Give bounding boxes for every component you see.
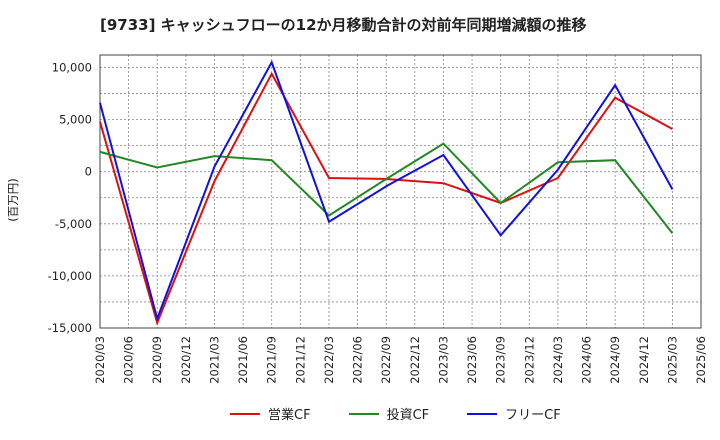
axis-layer	[99, 54, 702, 329]
y-tick-label: -15,000	[48, 321, 92, 335]
legend-label-free-cf: フリーCF	[505, 408, 561, 423]
y-tick-label: -10,000	[48, 269, 92, 283]
tick-layer: 2020/03 2020/06 2020/09 2020/12 2021/03 2021/…	[48, 61, 708, 384]
legend-label-investing-cf: 投資CF	[386, 408, 430, 423]
x-tick-label: 2022/06	[351, 336, 365, 384]
legend-swatch-operating-cf	[230, 412, 260, 415]
x-tick-label: 2020/03	[93, 336, 107, 384]
x-tick-label: 2024/09	[608, 336, 622, 384]
x-tick-label: 2023/03	[436, 336, 450, 384]
chart-title: [9733] キャッシュフローの12か月移動合計の対前年同期増減額の推移	[100, 16, 587, 34]
x-tick-label: 2025/06	[694, 336, 708, 384]
y-tick-label: 0	[85, 165, 92, 179]
legend-swatch-investing-cf	[348, 412, 379, 415]
x-tick-label: 2024/03	[551, 336, 565, 384]
legend: 営業CF 投資CF フリーCF	[230, 404, 561, 423]
y-tick-label: 5,000	[59, 113, 92, 127]
x-tick-label: 2024/12	[637, 336, 651, 384]
x-tick-label: 2024/06	[580, 336, 594, 384]
plot-frame	[99, 54, 702, 329]
y-axis-label: (百万円)	[6, 178, 20, 221]
legend-swatch-free-cf	[467, 412, 498, 415]
x-tick-label: 2021/06	[236, 336, 250, 384]
series-layer	[99, 59, 674, 326]
x-tick-label: 2021/09	[265, 336, 279, 384]
y-tick-label: 10,000	[52, 61, 92, 75]
x-tick-label: 2021/12	[293, 336, 307, 384]
legend-label-operating-cf: 営業CF	[268, 408, 311, 423]
grid-layer	[99, 55, 702, 329]
x-tick-label: 2023/09	[494, 336, 508, 384]
x-tick-label: 2020/09	[150, 336, 164, 384]
x-tick-label: 2023/12	[522, 336, 536, 384]
series-line-free-cf	[99, 59, 674, 322]
x-tick-label: 2020/12	[179, 336, 193, 384]
legend-item-investing-cf: 投資CF	[348, 404, 430, 423]
x-tick-label: 2022/03	[322, 336, 336, 384]
x-tick-label: 2020/06	[122, 336, 136, 384]
x-tick-label: 2025/03	[665, 336, 679, 384]
legend-item-free-cf: フリーCF	[467, 404, 561, 423]
x-tick-label: 2023/06	[465, 336, 479, 384]
x-tick-label: 2021/03	[207, 336, 221, 384]
series-line-investing-cf	[99, 142, 674, 234]
x-tick-label: 2022/12	[408, 336, 422, 384]
legend-item-operating-cf: 営業CF	[230, 404, 311, 423]
y-tick-label: -5,000	[55, 217, 92, 231]
x-tick-label: 2022/09	[379, 336, 393, 384]
